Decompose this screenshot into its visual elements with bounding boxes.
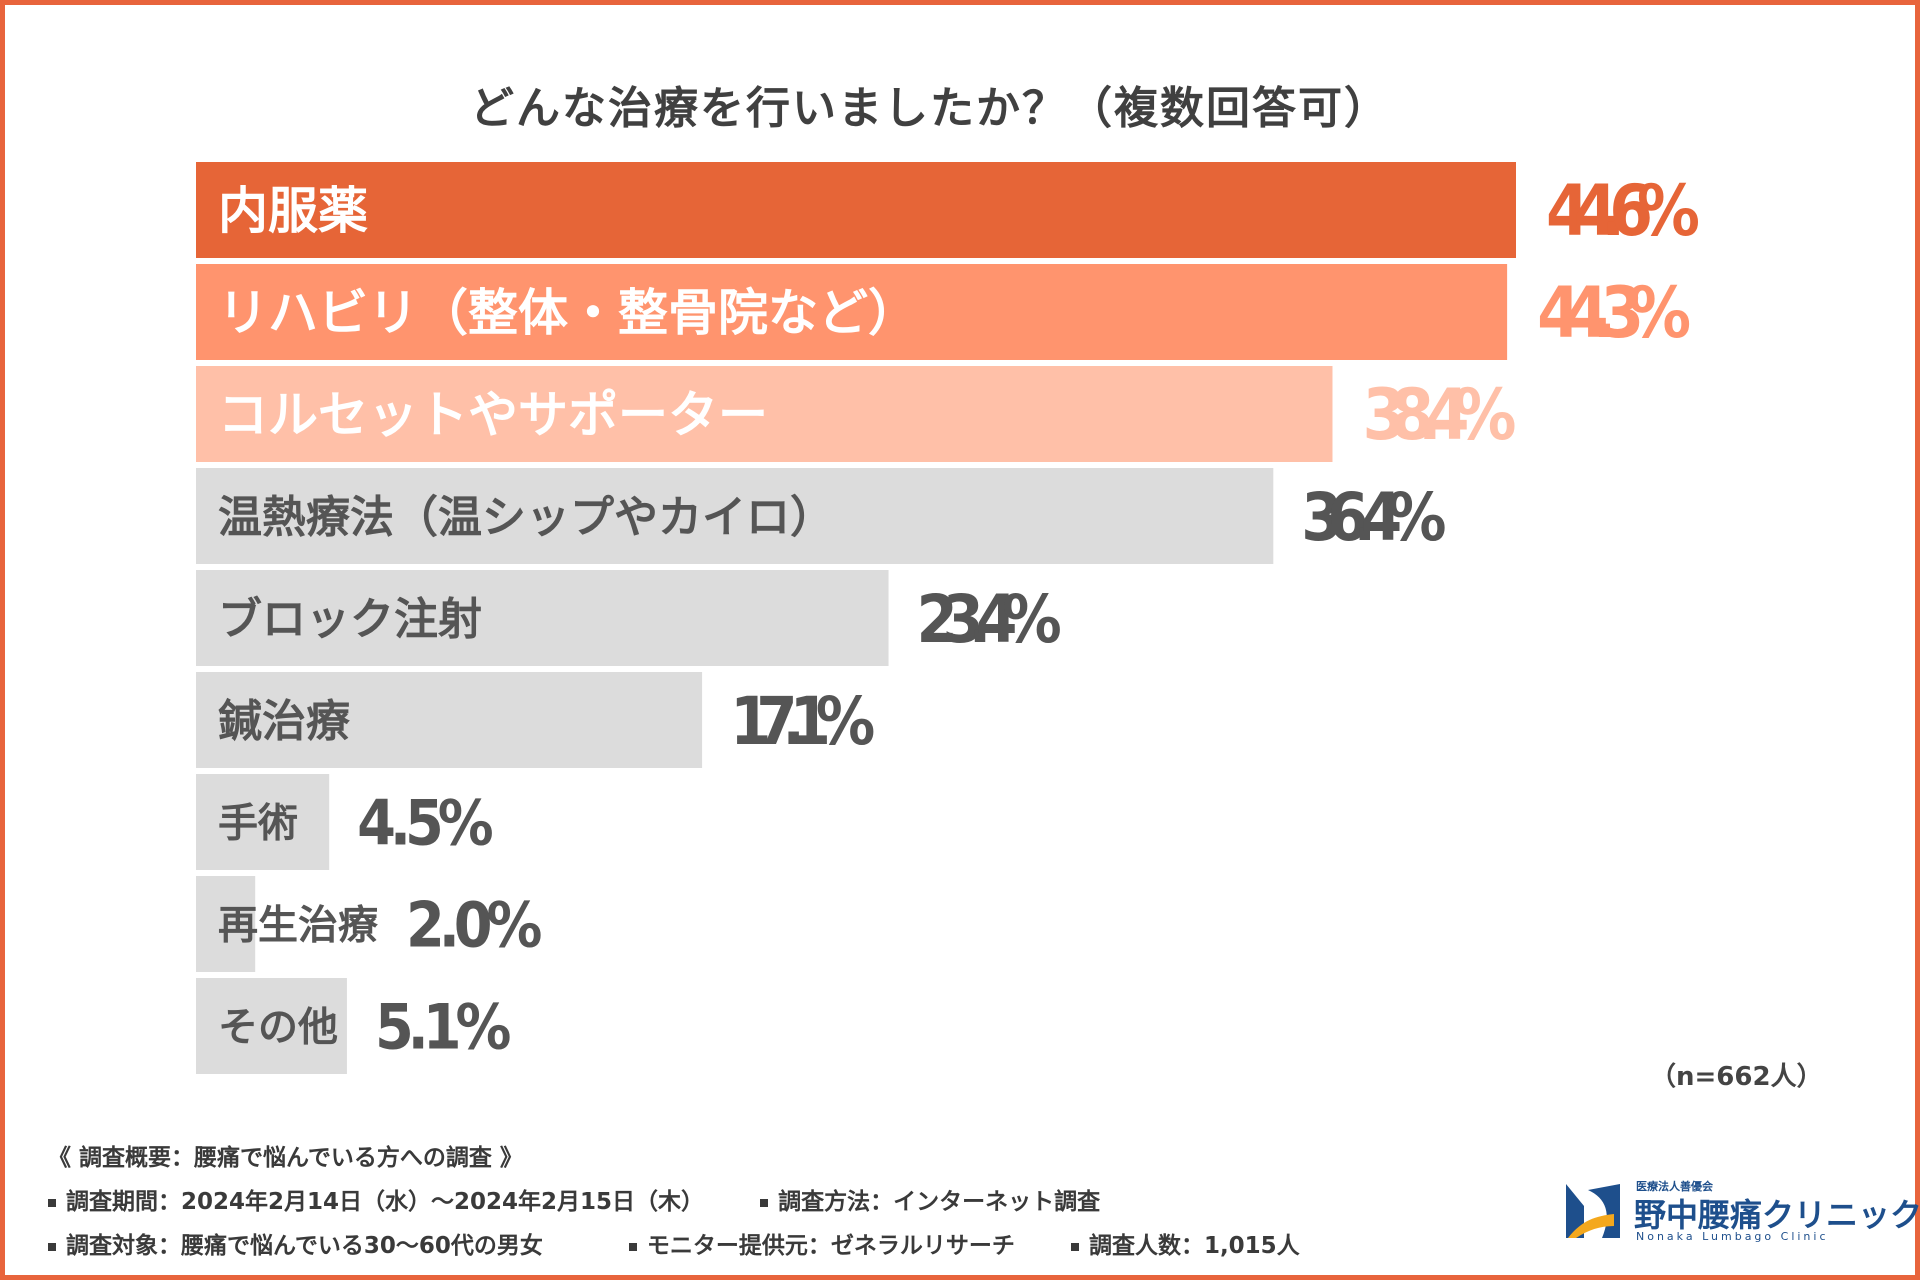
footer-row-2: 調査対象：腰痛で悩んでいる30〜60代の男女 モニター提供元：ゼネラルリサーチ … [48,1224,1300,1268]
footer-heading: 《 調査概要：腰痛で悩んでいる方への調査 》 [48,1145,523,1171]
bar-4 [196,468,1274,564]
value-label-6: 17.1% [730,683,875,760]
bullet-icon [1070,1242,1079,1251]
survey-period: 調査期間：2024年2月14日（水）〜2024年2月15日（木） [66,1189,705,1215]
bar-7 [196,774,330,870]
bar-5 [196,570,889,666]
value-label-2: 44.3% [1537,272,1691,354]
value-label-1: 44.6% [1546,170,1700,252]
bar-label-7: 手術 [218,800,298,846]
bar-1 [196,162,1516,258]
bar-2 [196,264,1508,360]
bullet-icon [760,1198,769,1207]
bar-8 [196,876,256,972]
survey-count: 調査人数：1,015人 [1088,1233,1300,1259]
value-label-3: 38.4% [1363,374,1517,456]
logo-clinic-name: 野中腰痛クリニック [1634,1196,1920,1234]
bar-label-2: リハビリ（整体・整骨院など） [218,284,918,342]
footer-row-1: 調査期間：2024年2月14日（水）〜2024年2月15日（木） 調査方法：イン… [48,1180,1300,1224]
bar-label-9: その他 [218,1004,338,1050]
bar-3 [196,366,1333,462]
logo-english-name: Nonaka Lumbago Clinic [1636,1230,1829,1243]
value-label-7: 4.5% [357,786,493,859]
bar-label-8: 再生治療 [218,902,379,948]
clinic-logo: 医療法人善優会 野中腰痛クリニック Nonaka Lumbago Clinic [1562,1176,1920,1246]
bar-9 [196,978,347,1074]
value-label-5: 23.4% [917,581,1062,658]
survey-target: 調査対象：腰痛で悩んでいる30〜60代の男女 [66,1233,543,1259]
value-label-8: 2.0% [406,888,542,961]
survey-method: 調査方法：インターネット調査 [778,1189,1101,1215]
bar-label-3: コルセットやサポーター [218,386,768,444]
bullet-icon [48,1198,56,1207]
survey-footer: 《 調査概要：腰痛で悩んでいる方への調査 》 調査期間：2024年2月14日（水… [48,1136,1300,1268]
bullet-icon [48,1242,56,1251]
value-label-4: 36.4% [1301,479,1446,556]
clinic-logo-icon [1566,1184,1620,1238]
bar-6 [196,672,703,768]
value-label-9: 5.1% [375,990,511,1063]
survey-monitor: モニター提供元：ゼネラルリサーチ [646,1233,1015,1259]
sample-size-note: （n=662人） [1650,1062,1823,1092]
chart-title: どんな治療を行いましたか？（複数回答可） [470,83,1390,134]
bar-label-1: 内服薬 [218,182,368,240]
bar-label-5: ブロック注射 [218,594,482,645]
bullet-icon [628,1242,637,1251]
logo-corporation: 医療法人善優会 [1636,1180,1713,1193]
bar-label-6: 鍼治療 [218,696,350,747]
bar-label-4: 温熱療法（温シップやカイロ） [218,492,834,543]
